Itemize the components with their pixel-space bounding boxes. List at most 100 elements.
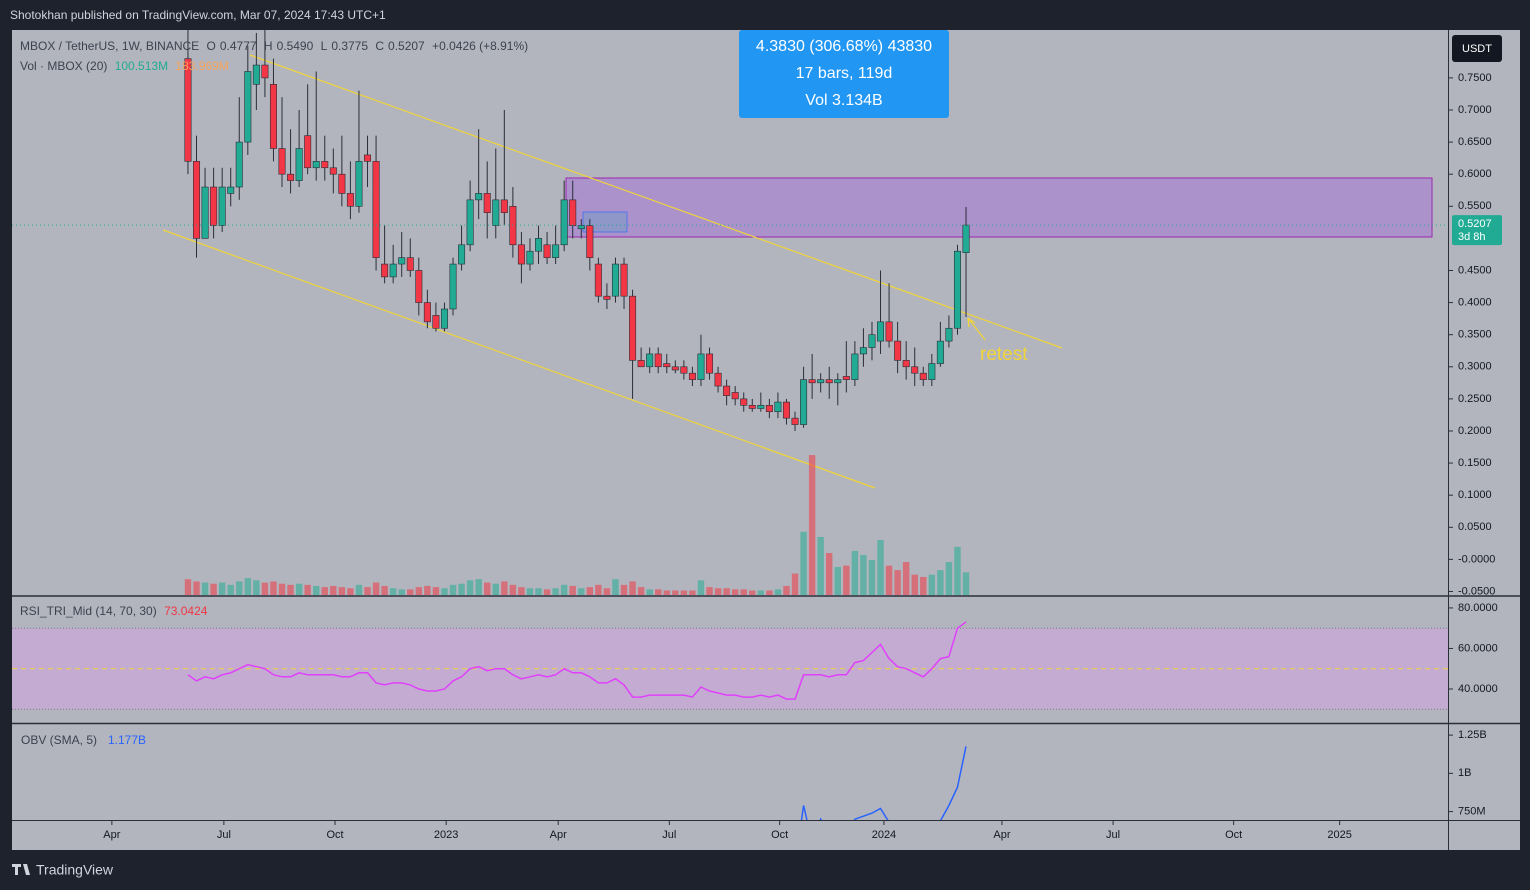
- candle-body: [346, 193, 354, 207]
- symbol: MBOX / TetherUS, 1W, BINANCE: [20, 39, 200, 53]
- volume-bar: [860, 555, 867, 595]
- candle-body: [560, 199, 568, 246]
- y-tick-label: 40.0000: [1458, 683, 1498, 695]
- volume-bar: [304, 584, 311, 595]
- volume-bar: [270, 581, 277, 595]
- volume-bar: [432, 587, 440, 595]
- candle-body: [723, 385, 731, 396]
- volume-bar: [253, 580, 260, 595]
- x-tick-label: 2025: [1327, 829, 1351, 841]
- legend: MBOX / TetherUS, 1W, BINANCE O 0.4777 H 0.…: [20, 39, 532, 53]
- candle-body: [295, 148, 303, 181]
- candle-body: [269, 84, 277, 149]
- candle-body: [364, 154, 372, 162]
- h-label: H: [263, 39, 273, 53]
- candle-body: [415, 270, 423, 303]
- candle-body: [740, 398, 748, 406]
- candle-body: [654, 353, 662, 368]
- indicator-line: [187, 621, 967, 700]
- volume-bar: [843, 565, 850, 595]
- footer: [0, 850, 1530, 890]
- y-tick-label: 0.6000: [1458, 168, 1492, 180]
- candle-body: [902, 360, 910, 368]
- candle-body: [287, 173, 295, 181]
- o-label: O: [206, 39, 216, 53]
- candle-body: [569, 199, 577, 226]
- candle-body: [919, 372, 927, 380]
- volume-bar: [338, 587, 346, 595]
- volume-bar: [441, 588, 448, 595]
- volume-bar: [449, 584, 457, 595]
- candle-body: [552, 244, 560, 258]
- volume-bar: [295, 583, 303, 595]
- candle-body: [449, 263, 457, 310]
- candle-body: [851, 353, 859, 380]
- candle-body: [945, 327, 953, 342]
- candle-body: [782, 401, 790, 419]
- candle-body: [372, 161, 380, 258]
- y-tick-label: 0.1000: [1458, 489, 1492, 501]
- volume-bar: [851, 550, 859, 595]
- publisher: Shotokhan published on TradingView.com, …: [10, 8, 386, 22]
- candle-body: [620, 263, 628, 297]
- candle-body: [800, 379, 808, 425]
- candle-body: [748, 404, 756, 409]
- candle-body: [193, 161, 201, 239]
- x-tick-label: 2024: [872, 829, 896, 841]
- volume-bar: [526, 588, 534, 595]
- volume-bar: [868, 560, 876, 595]
- volume-bar: [885, 565, 893, 595]
- x-tick-label: Oct: [326, 829, 343, 841]
- y-tick-label: 80.0000: [1458, 602, 1498, 614]
- volume-bar: [484, 582, 491, 595]
- channel-lower: [162, 229, 876, 489]
- y-tick-label: 0.3000: [1458, 361, 1492, 373]
- volume-bar: [817, 536, 824, 595]
- candle-body: [543, 244, 551, 258]
- candle-body: [227, 186, 235, 194]
- y-tick-label: 0.4000: [1458, 296, 1492, 308]
- currency-button[interactable]: [1452, 35, 1502, 62]
- last-price-tag: [1452, 215, 1502, 246]
- volume-bar: [911, 574, 918, 595]
- volume-name: Vol · MBOX (20): [20, 59, 108, 73]
- volume-bar: [826, 553, 833, 595]
- candle-body: [312, 161, 320, 169]
- volume-bar: [697, 580, 705, 595]
- volume-bar: [834, 567, 841, 595]
- candle-body: [688, 372, 696, 380]
- volume-bar: [680, 590, 688, 595]
- annotation-note: retest: [980, 344, 1028, 365]
- volume-bar: [731, 589, 739, 595]
- candle-body: [629, 295, 637, 361]
- candle-body: [663, 363, 671, 368]
- volume-bar: [184, 579, 192, 595]
- candle-body: [210, 186, 218, 226]
- candle-body: [586, 225, 594, 258]
- volume-bar: [749, 590, 756, 595]
- x-tick-label: Apr: [993, 829, 1010, 841]
- candle-body: [440, 308, 448, 329]
- candle-body: [894, 340, 902, 361]
- volume-bar: [714, 588, 722, 595]
- candle-body: [791, 417, 799, 425]
- y-tick-label: -0.0000: [1458, 553, 1495, 565]
- volume-value: 100.513M: [114, 59, 169, 73]
- y-tick-label: 750M: [1458, 805, 1486, 817]
- volume-bar: [330, 585, 337, 595]
- candle-body: [261, 64, 269, 79]
- c-label: C: [375, 39, 385, 53]
- candle-body: [252, 64, 260, 85]
- currency[interactable]: USDT: [1462, 43, 1492, 55]
- volume-bar: [261, 582, 269, 595]
- y-tick-label: 0.7000: [1458, 104, 1492, 116]
- volume-bar: [774, 589, 782, 595]
- volume-bar: [543, 589, 551, 595]
- candle-body: [646, 353, 654, 368]
- top-bar: [0, 0, 1530, 30]
- y-tick-label: 0.7500: [1458, 72, 1492, 84]
- volume-bar: [723, 588, 730, 595]
- candle-body: [868, 334, 876, 348]
- h-value: 0.5490: [276, 39, 314, 53]
